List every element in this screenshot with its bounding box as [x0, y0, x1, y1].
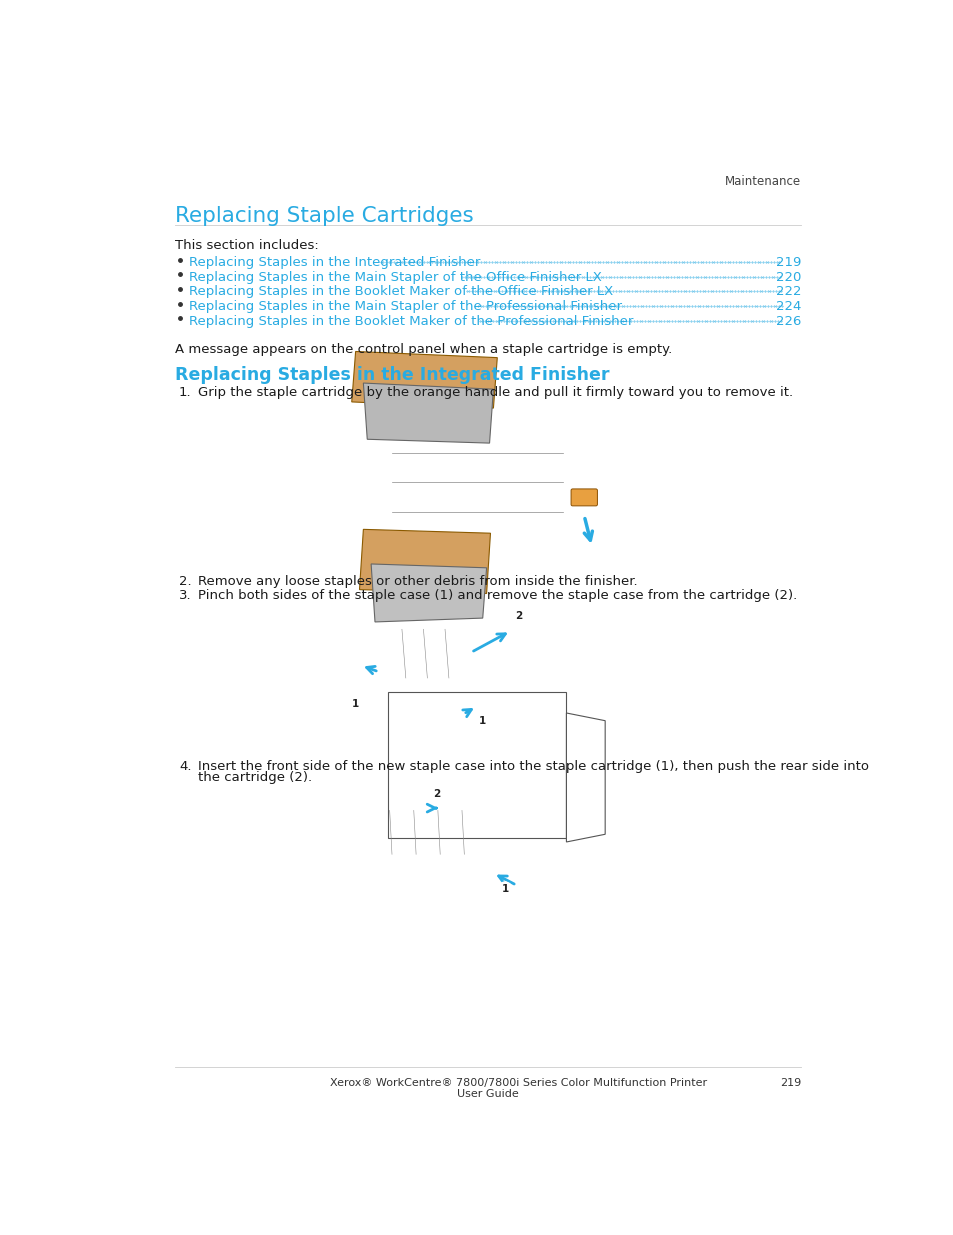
Circle shape [430, 787, 443, 802]
Text: Pinch both sides of the staple case (1) and remove the staple case from the cart: Pinch both sides of the staple case (1) … [198, 589, 797, 601]
Polygon shape [352, 352, 497, 408]
Text: Replacing Staple Cartridges: Replacing Staple Cartridges [174, 206, 474, 226]
Polygon shape [388, 692, 566, 839]
Polygon shape [363, 383, 493, 443]
Text: Replacing Staples in the Integrated Finisher: Replacing Staples in the Integrated Fini… [189, 256, 480, 269]
Text: 224: 224 [775, 300, 801, 312]
Polygon shape [566, 713, 604, 842]
Polygon shape [359, 530, 490, 594]
Text: A message appears on the control panel when a staple cartridge is empty.: A message appears on the control panel w… [174, 343, 672, 356]
Text: 4.: 4. [179, 761, 192, 773]
Text: Replacing Staples in the Booklet Maker of the Professional Finisher: Replacing Staples in the Booklet Maker o… [189, 315, 633, 327]
Text: Insert the front side of the new staple case into the staple cartridge (1), then: Insert the front side of the new staple … [198, 761, 868, 773]
Text: 219: 219 [775, 256, 801, 269]
Polygon shape [371, 564, 486, 622]
Text: Replacing Staples in the Booklet Maker of the Office Finisher LX: Replacing Staples in the Booklet Maker o… [189, 285, 613, 299]
Text: 1.: 1. [179, 387, 192, 399]
Text: Replacing Staples in the Main Stapler of the Professional Finisher: Replacing Staples in the Main Stapler of… [189, 300, 621, 312]
Circle shape [497, 882, 512, 897]
Text: 1: 1 [352, 699, 359, 709]
Text: Maintenance: Maintenance [724, 175, 801, 188]
Circle shape [476, 714, 489, 727]
Text: 2: 2 [433, 789, 440, 799]
Text: 226: 226 [775, 315, 801, 327]
Circle shape [348, 697, 362, 710]
Text: 3.: 3. [179, 589, 192, 601]
Text: Replacing Staples in the Main Stapler of the Office Finisher LX: Replacing Staples in the Main Stapler of… [189, 270, 601, 284]
Text: Replacing Staples in the Integrated Finisher: Replacing Staples in the Integrated Fini… [174, 366, 609, 384]
Text: Remove any loose staples or other debris from inside the finisher.: Remove any loose staples or other debris… [198, 574, 638, 588]
Text: User Guide: User Guide [456, 1089, 518, 1099]
Text: Xerox® WorkCentre® 7800/7800i Series Color Multifunction Printer: Xerox® WorkCentre® 7800/7800i Series Col… [330, 1078, 706, 1088]
FancyBboxPatch shape [571, 489, 597, 506]
Text: 219: 219 [780, 1078, 801, 1088]
Text: the cartridge (2).: the cartridge (2). [198, 771, 312, 784]
Text: 220: 220 [775, 270, 801, 284]
Text: 2: 2 [515, 610, 521, 621]
Text: 1: 1 [478, 716, 486, 726]
Circle shape [511, 609, 525, 622]
Text: Grip the staple cartridge by the orange handle and pull it firmly toward you to : Grip the staple cartridge by the orange … [198, 387, 793, 399]
Text: This section includes:: This section includes: [174, 240, 318, 252]
Text: 222: 222 [775, 285, 801, 299]
Text: 2.: 2. [179, 574, 192, 588]
Text: 1: 1 [501, 884, 508, 894]
